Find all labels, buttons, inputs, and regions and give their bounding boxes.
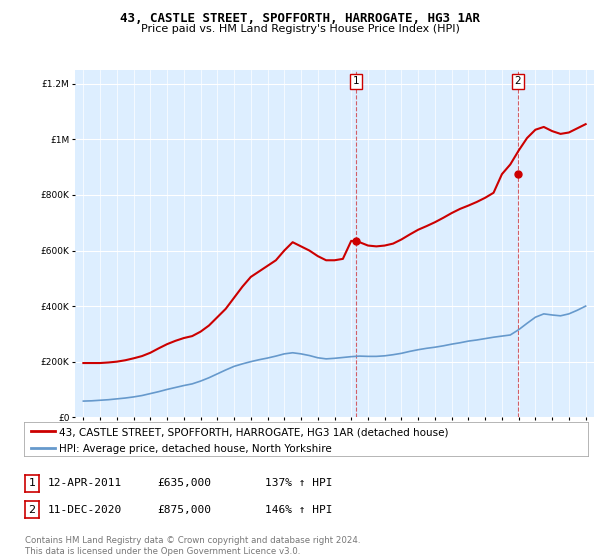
Text: Price paid vs. HM Land Registry's House Price Index (HPI): Price paid vs. HM Land Registry's House …: [140, 24, 460, 34]
Text: £875,000: £875,000: [157, 505, 211, 515]
Text: Contains HM Land Registry data © Crown copyright and database right 2024.
This d: Contains HM Land Registry data © Crown c…: [25, 536, 361, 556]
Text: £635,000: £635,000: [157, 478, 211, 488]
Text: 1: 1: [29, 478, 35, 488]
Text: 43, CASTLE STREET, SPOFFORTH, HARROGATE, HG3 1AR (detached house): 43, CASTLE STREET, SPOFFORTH, HARROGATE,…: [59, 427, 448, 437]
Text: 137% ↑ HPI: 137% ↑ HPI: [265, 478, 332, 488]
Text: 12-APR-2011: 12-APR-2011: [48, 478, 122, 488]
Text: 146% ↑ HPI: 146% ↑ HPI: [265, 505, 332, 515]
Text: 43, CASTLE STREET, SPOFFORTH, HARROGATE, HG3 1AR: 43, CASTLE STREET, SPOFFORTH, HARROGATE,…: [120, 12, 480, 25]
Text: 2: 2: [514, 76, 521, 86]
Text: 11-DEC-2020: 11-DEC-2020: [48, 505, 122, 515]
Text: 2: 2: [29, 505, 35, 515]
Text: 1: 1: [352, 76, 359, 86]
Text: HPI: Average price, detached house, North Yorkshire: HPI: Average price, detached house, Nort…: [59, 445, 332, 455]
